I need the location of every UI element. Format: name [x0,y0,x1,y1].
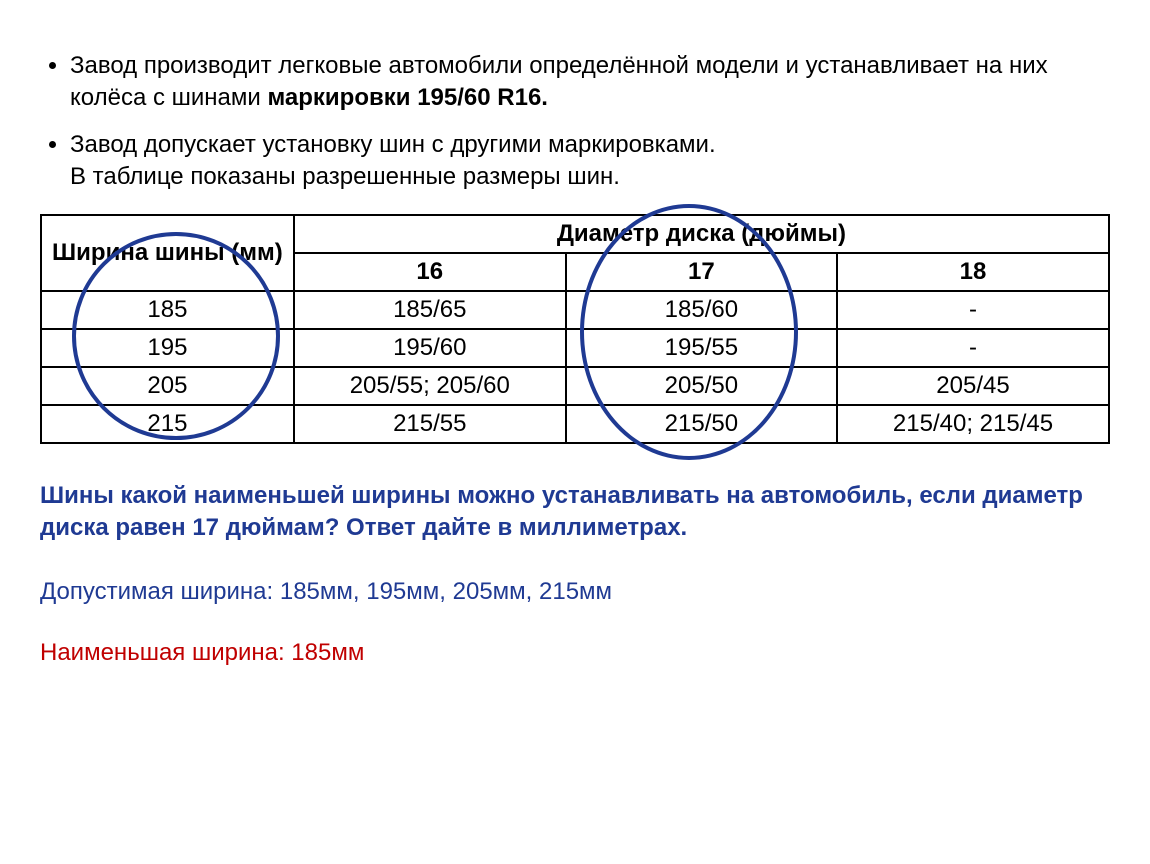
question-text: Шины какой наименьшей ширины можно устан… [40,480,1110,545]
bullet-1-bold: маркировки 195/60 R16. [267,84,548,111]
bullet-2-line2: В таблице показаны разрешенные размеры ш… [70,163,620,190]
cell-17: 195/55 [566,329,837,367]
cell-18: 215/40; 215/45 [837,405,1109,443]
cell-16: 205/55; 205/60 [294,367,566,405]
th-diameter: Диаметр диска (дюймы) [294,215,1109,253]
table-row: 195 195/60 195/55 - [41,329,1109,367]
cell-16: 195/60 [294,329,566,367]
cell-w: 195 [41,329,294,367]
cell-17: 215/50 [566,405,837,443]
table-row: 215 215/55 215/50 215/40; 215/45 [41,405,1109,443]
th-width: Ширина шины (мм) [41,215,294,291]
bullet-2: Завод допускает установку шин с другими … [70,129,1110,194]
th-diam-16: 16 [294,253,566,291]
table-row: 205 205/55; 205/60 205/50 205/45 [41,367,1109,405]
answer-allowed: Допустимая ширина: 185мм, 195мм, 205мм, … [40,576,1110,608]
answer-min: Наименьшая ширина: 185мм [40,637,1110,669]
bullet-1-text: Завод производит легковые автомобили опр… [70,52,1048,111]
th-diam-18: 18 [837,253,1109,291]
bullet-1: Завод производит легковые автомобили опр… [70,50,1110,115]
cell-16: 185/65 [294,291,566,329]
cell-18: - [837,291,1109,329]
table-row: 185 185/65 185/60 - [41,291,1109,329]
cell-w: 215 [41,405,294,443]
cell-18: - [837,329,1109,367]
bullet-2-line1: Завод допускает установку шин с другими … [70,131,716,158]
cell-17: 205/50 [566,367,837,405]
intro-bullets: Завод производит легковые автомобили опр… [40,50,1110,194]
page: Завод производит легковые автомобили опр… [0,0,1150,864]
cell-17: 185/60 [566,291,837,329]
tire-table: Ширина шины (мм) Диаметр диска (дюймы) 1… [40,214,1110,444]
cell-w: 205 [41,367,294,405]
table-wrap: Ширина шины (мм) Диаметр диска (дюймы) 1… [40,214,1110,444]
cell-16: 215/55 [294,405,566,443]
question-bold: 17 [192,514,219,541]
th-diam-17: 17 [566,253,837,291]
question-part2: дюймам? Ответ дайте в миллиметрах. [219,514,687,541]
cell-18: 205/45 [837,367,1109,405]
cell-w: 185 [41,291,294,329]
